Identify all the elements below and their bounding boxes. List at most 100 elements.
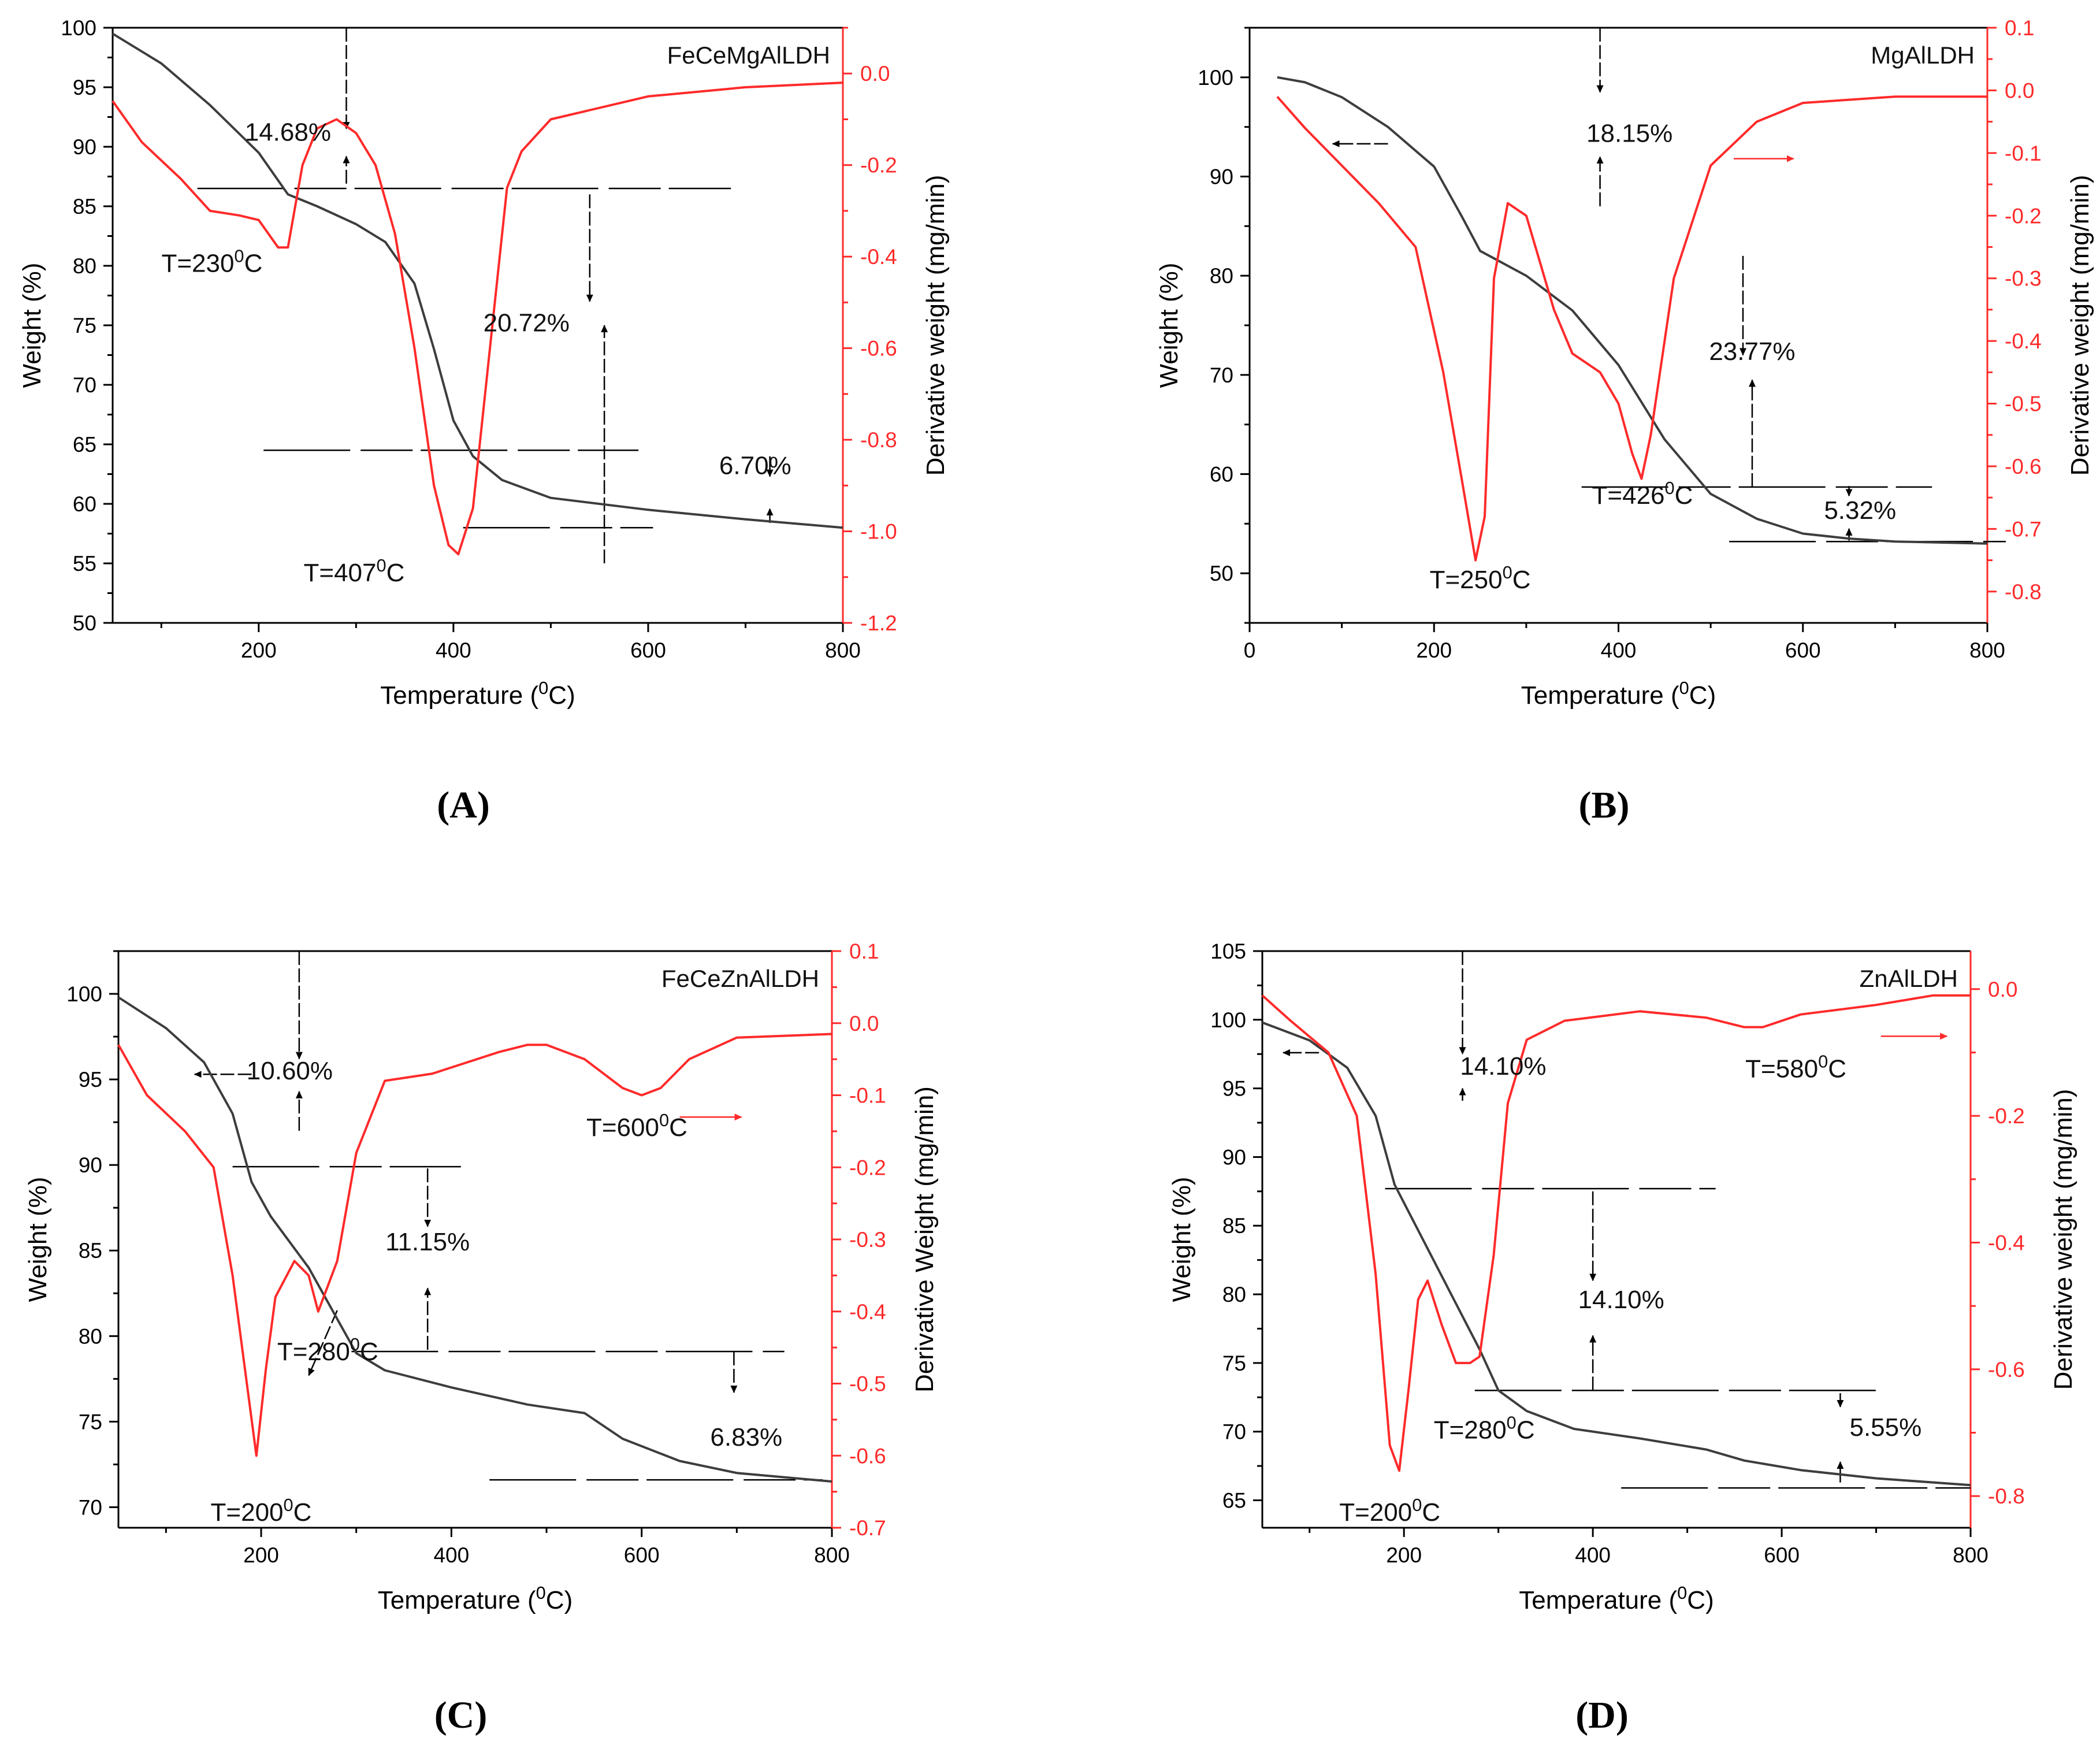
y2-tick-label: 0.0 [860, 62, 890, 86]
x-tick-label: 600 [1764, 1543, 1800, 1567]
y-tick-label: 100 [66, 982, 102, 1006]
x-tick-label: 600 [630, 638, 666, 662]
weight-curve [111, 32, 843, 529]
chart-panel-b: 0 200 400 600 800 50 60 70 80 90 100 -0.8 -0.7 -0.6 -0… [1155, 16, 2094, 826]
y-tick-label: 100 [61, 16, 96, 40]
y-tick-label: 95 [1222, 1077, 1246, 1101]
y2-tick-label: 0.0 [1988, 978, 2017, 1001]
x-tick-label: 400 [436, 638, 471, 662]
chart-panel-c: 200 400 600 800 70 75 80 85 90 95 100 -0.7 -0.6 -0.5 -… [24, 940, 939, 1736]
y2-tick-label: 0.0 [2005, 79, 2034, 102]
annotation-label: T=2300C [161, 246, 262, 278]
chart-panel-d: 200 400 600 800 65 70 75 80 85 90 95 100 105 -0.8 -0.6… [1168, 940, 2077, 1736]
y-tick-label: 70 [1222, 1420, 1246, 1444]
annotation-label: 14.10% [1578, 1286, 1664, 1314]
y2-tick-label: -0.2 [2005, 204, 2042, 228]
y2-tick-label: -0.8 [1988, 1484, 2025, 1508]
derivative-curve [117, 1033, 832, 1457]
annotation-label: T=2800C [1434, 1412, 1535, 1445]
annotation-label: T=2800C [277, 1334, 378, 1366]
y2-tick-label: -0.4 [849, 1300, 886, 1324]
x-tick-label: 600 [624, 1543, 660, 1567]
y-tick-label: 90 [73, 135, 96, 159]
y2-tick-label: -0.4 [2005, 329, 2042, 353]
x-tick-label: 800 [1953, 1543, 1989, 1567]
annotation-label: 5.32% [1824, 496, 1896, 525]
annotation-label: 10.60% [247, 1057, 333, 1085]
panel-label: (C) [434, 1694, 488, 1736]
x-axis-title: Temperature (0C) [378, 1583, 573, 1615]
x-tick-label: 800 [814, 1543, 850, 1567]
derivative-curve [1276, 95, 1987, 562]
y2-tick-label: -0.4 [1988, 1231, 2025, 1254]
y-tick-label: 75 [79, 1410, 102, 1434]
y-tick-label: 100 [1210, 1008, 1246, 1032]
y2-tick-label: -1.2 [860, 611, 897, 635]
x-axis-title: Temperature (0C) [1521, 678, 1716, 710]
annotation-label: 14.68% [245, 118, 331, 147]
y-tick-label: 85 [73, 195, 96, 218]
chart-panel-a: 200 400 600 800 50 55 60 65 70 75 80 85 90 95 100 -1.2 -… [18, 16, 950, 826]
y2-tick-label: -0.7 [2005, 517, 2042, 541]
y2-tick-label: -0.6 [849, 1444, 886, 1468]
y-tick-label: 50 [73, 611, 96, 635]
y2-tick-label: -0.5 [2005, 392, 2042, 416]
y-axis-title: Weight (%) [24, 1177, 52, 1302]
x-tick-label: 200 [1416, 638, 1452, 662]
y2-tick-label: -0.4 [860, 245, 897, 269]
x-tick-label: 400 [1601, 638, 1637, 662]
annotation-label: 18.15% [1586, 119, 1672, 147]
y2-axis-title: Derivative Weight (mg/min) [910, 1086, 939, 1393]
annotation-label: 6.83% [710, 1423, 782, 1451]
annotation-label: T=2000C [1339, 1495, 1440, 1527]
y-tick-label: 80 [1210, 264, 1233, 288]
x-axis-title: Temperature (0C) [1519, 1583, 1714, 1615]
annotation-label: 14.10% [1460, 1052, 1546, 1081]
annotation-label: T=4070C [304, 555, 405, 587]
annotation-label: T=2000C [211, 1495, 312, 1527]
y-tick-label: 95 [79, 1068, 102, 1091]
y2-tick-label: -0.8 [2005, 580, 2042, 604]
y2-tick-label: 0.1 [2005, 16, 2034, 40]
y2-tick-label: -1.0 [860, 520, 897, 544]
derivative-curve [1261, 994, 1971, 1472]
y2-tick-label: -0.1 [849, 1084, 886, 1108]
y2-tick-label: -0.3 [849, 1228, 886, 1252]
y2-tick-label: -0.3 [2005, 267, 2042, 291]
chart-title: FeCeMgAlLDH [667, 42, 830, 69]
y2-tick-label: -0.2 [849, 1156, 886, 1179]
annotation-label: T=4260C [1592, 478, 1693, 510]
annotation-label: 11.15% [385, 1228, 470, 1256]
y-tick-label: 90 [1210, 165, 1233, 189]
x-axis-title: Temperature (0C) [380, 678, 575, 710]
y-tick-label: 90 [79, 1153, 102, 1177]
x-tick-label: 600 [1785, 638, 1821, 662]
annotation-label: 5.55% [1849, 1413, 1921, 1442]
x-tick-label: 800 [1969, 638, 2005, 662]
y2-axis-title: Derivative weight (mg/min) [2049, 1089, 2077, 1390]
y2-tick-label: -0.6 [1988, 1358, 2025, 1382]
chart-title: ZnAlLDH [1860, 965, 1958, 992]
x-tick-label: 200 [241, 638, 277, 662]
y-tick-label: 100 [1198, 66, 1233, 90]
annotation-label: 23.77% [1709, 337, 1795, 366]
y2-tick-label: -0.6 [860, 337, 897, 361]
y2-axis-title: Derivative weight (mg/min) [2066, 175, 2094, 476]
y-axis-title: Weight (%) [1155, 263, 1183, 388]
y-tick-label: 50 [1210, 562, 1233, 585]
y-tick-label: 75 [1222, 1352, 1246, 1375]
y-tick-label: 80 [79, 1324, 102, 1348]
panel-label: (B) [1579, 784, 1630, 826]
x-tick-label: 400 [1575, 1543, 1611, 1567]
y-tick-label: 60 [1210, 463, 1233, 487]
y2-tick-label: -0.1 [2005, 142, 2042, 165]
y2-tick-label: 0.0 [849, 1012, 879, 1035]
y-tick-label: 55 [73, 552, 96, 576]
x-tick-label: 200 [1386, 1543, 1422, 1567]
derivative-curve [111, 81, 843, 556]
panel-label: (D) [1575, 1694, 1629, 1736]
x-tick-label: 400 [433, 1543, 469, 1567]
y-tick-label: 70 [73, 373, 96, 397]
x-tick-label: 200 [243, 1543, 279, 1567]
